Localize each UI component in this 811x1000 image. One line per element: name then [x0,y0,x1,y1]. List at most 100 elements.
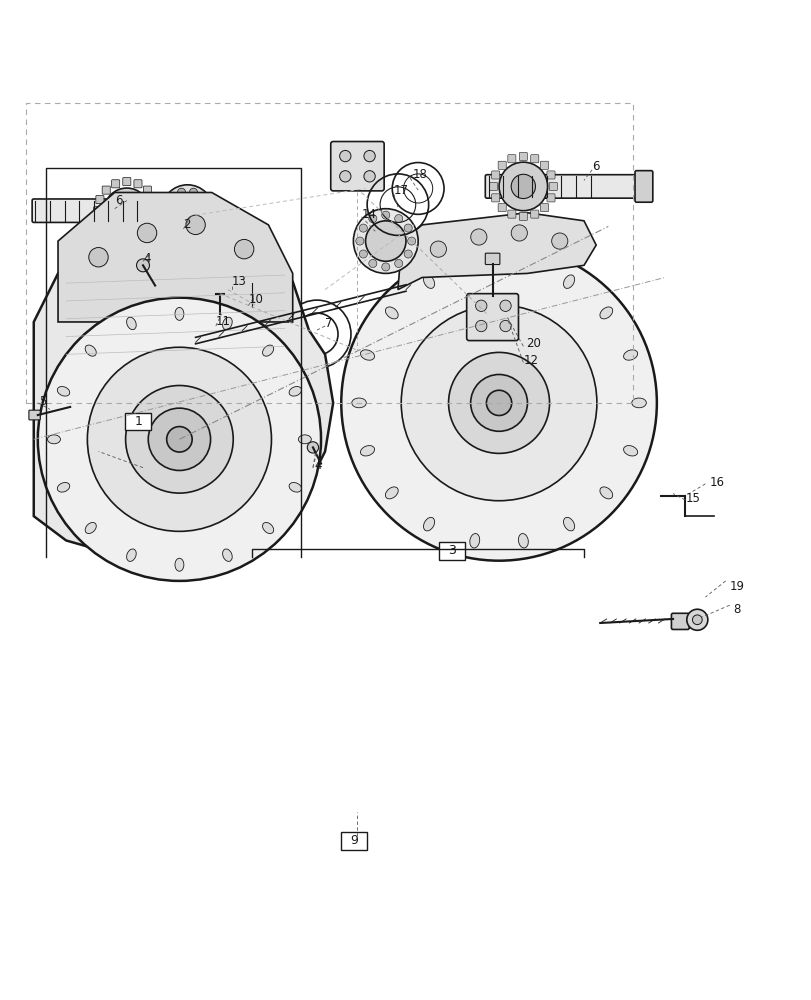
Circle shape [401,305,596,501]
FancyBboxPatch shape [152,207,160,215]
Circle shape [511,225,526,241]
FancyBboxPatch shape [32,199,181,222]
FancyBboxPatch shape [125,413,151,430]
Text: 6: 6 [591,160,599,173]
Text: 1: 1 [134,415,142,428]
Circle shape [88,347,271,531]
Ellipse shape [58,483,70,492]
FancyBboxPatch shape [547,171,555,179]
Text: 2: 2 [183,218,191,231]
Polygon shape [397,213,595,290]
Circle shape [38,298,320,581]
Circle shape [137,223,157,243]
Circle shape [164,207,172,215]
FancyBboxPatch shape [439,542,465,560]
Ellipse shape [360,350,374,360]
Circle shape [186,215,205,235]
Circle shape [470,374,527,431]
Circle shape [404,250,412,258]
Circle shape [475,320,487,332]
Text: 14: 14 [361,208,376,221]
Text: 15: 15 [684,492,699,505]
Circle shape [394,215,402,223]
FancyBboxPatch shape [489,182,497,190]
Circle shape [247,302,258,313]
Circle shape [686,609,707,630]
Circle shape [499,162,547,211]
Text: 8: 8 [733,603,740,616]
FancyBboxPatch shape [530,210,539,218]
Circle shape [126,385,233,493]
Circle shape [88,248,108,267]
Ellipse shape [127,549,136,561]
Circle shape [168,195,176,203]
FancyBboxPatch shape [122,178,131,186]
Text: 10: 10 [248,293,263,306]
Circle shape [500,320,511,332]
Circle shape [368,215,376,223]
FancyBboxPatch shape [540,161,548,169]
FancyBboxPatch shape [149,218,157,226]
FancyBboxPatch shape [230,285,244,294]
Polygon shape [58,192,292,322]
Circle shape [341,245,656,561]
Ellipse shape [58,387,70,396]
Text: 4: 4 [314,459,322,472]
Circle shape [551,233,567,249]
FancyBboxPatch shape [519,212,526,220]
Ellipse shape [423,517,434,531]
Circle shape [353,209,418,273]
FancyBboxPatch shape [213,283,226,294]
Circle shape [381,211,389,219]
Ellipse shape [623,446,637,456]
Circle shape [136,259,149,272]
Circle shape [199,195,207,203]
FancyBboxPatch shape [134,180,142,188]
Ellipse shape [351,398,366,408]
Ellipse shape [262,522,273,534]
FancyBboxPatch shape [149,196,157,204]
Circle shape [448,352,549,453]
Text: 6: 6 [114,194,122,207]
Ellipse shape [385,487,397,499]
Text: 16: 16 [709,476,723,489]
Text: 9: 9 [350,834,358,847]
Text: 19: 19 [729,580,744,593]
Circle shape [470,229,487,245]
Ellipse shape [623,350,637,360]
FancyBboxPatch shape [485,253,500,265]
Ellipse shape [85,345,97,356]
FancyBboxPatch shape [134,234,142,242]
FancyBboxPatch shape [548,182,556,190]
Circle shape [430,241,446,257]
Ellipse shape [289,387,301,396]
Ellipse shape [470,534,479,548]
FancyBboxPatch shape [491,171,499,179]
Ellipse shape [385,307,397,319]
Ellipse shape [48,435,60,444]
Circle shape [500,300,511,311]
FancyBboxPatch shape [671,613,689,629]
Ellipse shape [517,258,528,272]
Ellipse shape [222,549,232,561]
Circle shape [358,250,367,258]
Circle shape [404,224,412,232]
Circle shape [358,224,367,232]
Ellipse shape [470,258,479,272]
Circle shape [178,225,186,233]
FancyBboxPatch shape [96,218,104,226]
FancyBboxPatch shape [530,155,539,163]
Ellipse shape [222,317,232,330]
Ellipse shape [563,517,574,531]
FancyBboxPatch shape [144,227,152,235]
FancyBboxPatch shape [497,161,505,169]
FancyBboxPatch shape [507,210,515,218]
Ellipse shape [631,398,646,408]
Circle shape [368,259,376,268]
Circle shape [234,239,254,259]
Ellipse shape [127,317,136,330]
Circle shape [168,218,176,226]
Text: 17: 17 [393,184,409,197]
Ellipse shape [174,307,183,320]
Ellipse shape [517,534,528,548]
